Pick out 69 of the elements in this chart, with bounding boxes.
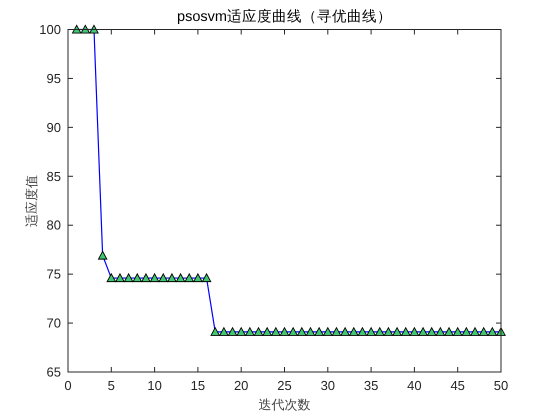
- point: [167, 273, 177, 282]
- point: [132, 273, 142, 282]
- y-tick-label: 75: [46, 266, 61, 282]
- point: [401, 327, 410, 336]
- point: [158, 273, 168, 282]
- point: [332, 327, 342, 336]
- x-tick-label: 0: [64, 378, 72, 393]
- x-tick-label: 30: [320, 378, 336, 393]
- point: [453, 327, 462, 336]
- point: [418, 327, 428, 336]
- point: [271, 327, 280, 336]
- x-axis-title: 迭代次数: [258, 397, 310, 412]
- y-tick-label: 95: [46, 70, 61, 86]
- point: [306, 327, 316, 336]
- x-tick-label: 15: [190, 378, 206, 393]
- point: [479, 327, 488, 336]
- y-tick-label: 80: [46, 218, 61, 233]
- point: [98, 250, 108, 260]
- point: [410, 327, 420, 336]
- point: [358, 327, 368, 336]
- x-tick-label: 25: [277, 378, 292, 393]
- point: [375, 327, 384, 336]
- point: [262, 327, 272, 336]
- point: [288, 327, 298, 336]
- point: [115, 273, 125, 282]
- x-tick-label: 35: [364, 378, 378, 393]
- point: [366, 327, 376, 336]
- point: [444, 327, 454, 336]
- x-tick-label: 45: [450, 378, 465, 393]
- point: [89, 24, 99, 34]
- point: [210, 327, 220, 336]
- y-tick-label: 100: [39, 22, 61, 37]
- point: [106, 273, 116, 282]
- point: [184, 273, 194, 282]
- x-tick-label: 40: [407, 378, 422, 393]
- point: [280, 327, 290, 336]
- point: [427, 327, 436, 336]
- point: [150, 273, 160, 282]
- y-tick-label: 70: [46, 316, 61, 331]
- point: [254, 327, 264, 336]
- point: [228, 327, 238, 336]
- point: [349, 327, 358, 336]
- chart-title: psosvm适应度曲线（寻优曲线）: [177, 8, 392, 25]
- point: [462, 327, 472, 336]
- point: [202, 273, 212, 282]
- point: [297, 327, 306, 336]
- point: [219, 327, 229, 336]
- y-tick-label: 90: [46, 120, 61, 135]
- point: [193, 273, 203, 282]
- point: [488, 327, 497, 336]
- point: [124, 273, 134, 282]
- y-tick-label: 85: [46, 168, 61, 184]
- y-tick-label: 65: [46, 364, 61, 380]
- point: [245, 327, 255, 336]
- point: [176, 273, 186, 282]
- point: [323, 327, 332, 336]
- point: [392, 327, 402, 336]
- point: [141, 273, 151, 282]
- x-tick-label: 50: [494, 378, 508, 393]
- x-tick-label: 10: [147, 378, 162, 393]
- point: [340, 327, 350, 336]
- y-axis-title: 适应度值: [24, 174, 39, 227]
- point: [384, 327, 394, 336]
- x-tick-label: 20: [234, 378, 248, 393]
- x-tick-label: 5: [108, 378, 115, 393]
- point: [436, 327, 446, 336]
- point: [236, 327, 246, 336]
- point: [470, 327, 480, 336]
- point: [314, 327, 324, 336]
